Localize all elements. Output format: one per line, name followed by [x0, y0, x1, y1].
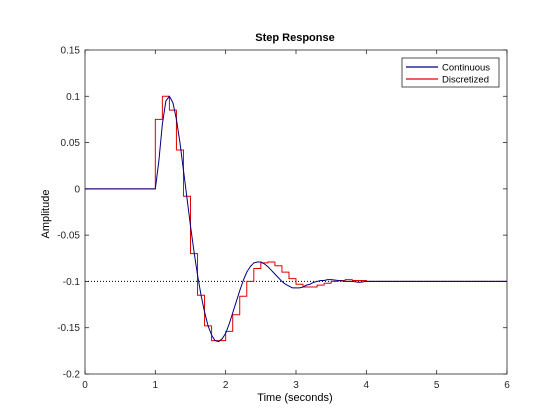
chart-title: Step Response [255, 32, 334, 44]
y-tick-label: -0.2 [63, 370, 81, 381]
series-line-continuous [85, 95, 507, 343]
x-tick-label: 3 [293, 380, 299, 391]
y-tick-label: -0.05 [57, 231, 80, 242]
x-tick-label: 2 [223, 380, 229, 391]
x-tick-label: 0 [82, 380, 88, 391]
y-axis-label: Amplitude [40, 190, 52, 239]
legend-box [401, 57, 500, 88]
x-tick-label: 4 [364, 380, 370, 391]
y-tick-label: 0.05 [61, 138, 81, 149]
plot-area [85, 50, 507, 374]
y-tick-label: 0 [74, 184, 80, 195]
series-group [85, 95, 507, 343]
legend-label-discretized: Discretized [442, 75, 489, 86]
y-tick-label: -0.1 [63, 277, 81, 288]
legend: Continuous Discretized [401, 57, 500, 88]
plot-frame [84, 49, 508, 375]
y-tick-label: 0.15 [61, 46, 81, 57]
x-tick-label: 6 [504, 380, 510, 391]
x-tick-label: 1 [153, 380, 159, 391]
x-axis-label: Time (seconds) [257, 392, 332, 404]
x-tick-label: 5 [434, 380, 440, 391]
legend-label-continuous: Continuous [442, 63, 490, 74]
y-tick-label: -0.15 [57, 323, 80, 334]
axis-ticks: 0 1 2 3 4 5 6 0.15 0.1 0.05 0 -0.05 -0.1 -0.15 -0.2 [57, 46, 510, 392]
y-tick-label: 0.1 [66, 92, 80, 103]
